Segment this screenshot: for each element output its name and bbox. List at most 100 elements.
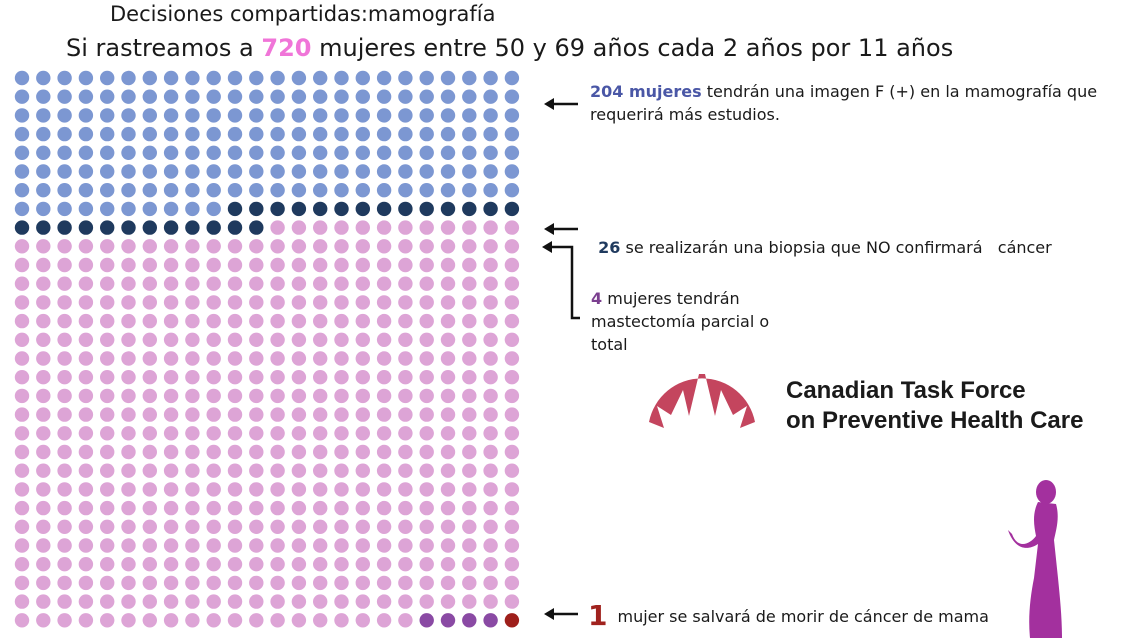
woman-silhouette-icon [1008, 480, 1062, 638]
dot-false_positive [270, 89, 285, 104]
dot-false_positive [355, 70, 370, 86]
dot-false_positive [227, 164, 243, 179]
dot-no_finding [398, 557, 413, 572]
dot-false_positive [121, 183, 136, 198]
dot-no_finding [313, 538, 328, 553]
dot-false_positive [14, 126, 30, 142]
dot-false_positive [78, 201, 94, 217]
dot-no_finding [227, 519, 243, 534]
dot-no_finding [14, 276, 30, 291]
dot-false_positive [291, 108, 307, 123]
dot-no_finding [313, 220, 328, 235]
dot-no_finding [376, 557, 392, 572]
dot-no_finding [291, 257, 307, 273]
dot-no_finding [206, 239, 221, 254]
dot-no_finding [206, 500, 221, 516]
dot-false_positive [14, 108, 30, 123]
annotation-mastectomy-number: 4 [591, 289, 603, 308]
dot-no_finding [121, 594, 136, 609]
dot-no_finding [440, 557, 456, 572]
dot-false_positive [313, 89, 328, 104]
dot-no_finding [100, 426, 115, 441]
dot-no_finding [440, 388, 456, 404]
dot-no_finding [398, 370, 413, 385]
dot-no_finding [440, 351, 456, 366]
dot-no_finding [462, 239, 477, 254]
dot-no_finding [355, 482, 370, 497]
dot-no_finding [227, 370, 243, 385]
dot-no_finding [462, 557, 477, 572]
dot-no_finding [419, 426, 434, 441]
dot-false_positive [398, 183, 413, 198]
dot-no_finding [249, 295, 264, 310]
dot-no_finding [462, 482, 477, 497]
dot-no_finding [355, 295, 370, 310]
dot-no_finding [504, 444, 520, 460]
dot-no_finding [185, 519, 200, 534]
dot-no_finding [440, 463, 456, 478]
dot-no_finding [398, 220, 413, 235]
dot-no_finding [313, 575, 328, 591]
dot-biopsy_no_cancer [100, 220, 115, 235]
dot-no_finding [483, 426, 498, 441]
dot-false_positive [142, 183, 157, 198]
dot-no_finding [121, 332, 136, 347]
dot-no_finding [270, 370, 285, 385]
dot-false_positive [376, 164, 392, 179]
dot-no_finding [398, 239, 413, 254]
dot-no_finding [36, 463, 51, 478]
dot-no_finding [291, 295, 307, 310]
dot-no_finding [334, 426, 349, 441]
dot-no_finding [36, 407, 51, 422]
dot-no_finding [57, 613, 72, 628]
dot-no_finding [14, 351, 30, 366]
dot-no_finding [121, 407, 136, 422]
dot-no_finding [462, 407, 477, 422]
dot-no_finding [57, 295, 72, 310]
dot-false_positive [376, 145, 392, 160]
dot-no_finding [121, 575, 136, 591]
dot-biopsy_no_cancer [313, 201, 328, 217]
dot-no_finding [14, 575, 30, 591]
dot-no_finding [313, 407, 328, 422]
dot-false_positive [376, 89, 392, 104]
dot-no_finding [462, 332, 477, 347]
dot-no_finding [355, 239, 370, 254]
dot-false_positive [313, 108, 328, 123]
annotation-biopsy: 26 se realizarán una biopsia que NO conf… [588, 213, 1052, 259]
dot-no_finding [313, 370, 328, 385]
dot-false_positive [504, 164, 520, 179]
dot-false_positive [100, 126, 115, 142]
dot-false_positive [185, 108, 200, 123]
dot-no_finding [376, 388, 392, 404]
dot-no_finding [270, 407, 285, 422]
dot-no_finding [249, 557, 264, 572]
dot-no_finding [334, 557, 349, 572]
dot-no_finding [462, 388, 477, 404]
dot-no_finding [36, 313, 51, 329]
dot-no_finding [504, 295, 520, 310]
dot-biopsy_no_cancer [504, 201, 520, 217]
dot-no_finding [227, 613, 243, 628]
dot-false_positive [100, 145, 115, 160]
dot-false_positive [398, 145, 413, 160]
dot-no_finding [419, 370, 434, 385]
dot-false_positive [398, 108, 413, 123]
dot-false_positive [185, 89, 200, 104]
dot-no_finding [227, 407, 243, 422]
dot-false_positive [355, 164, 370, 179]
dot-no_finding [36, 332, 51, 347]
dot-no_finding [100, 388, 115, 404]
dot-biopsy_no_cancer [249, 220, 264, 235]
dot-no_finding [57, 575, 72, 591]
dot-false_positive [78, 108, 94, 123]
dot-no_finding [270, 257, 285, 273]
dot-no_finding [355, 332, 370, 347]
dot-no_finding [206, 407, 221, 422]
dot-no_finding [355, 426, 370, 441]
subtitle-prefix: Si rastreamos a [66, 34, 262, 62]
dot-no_finding [36, 370, 51, 385]
dot-no_finding [483, 519, 498, 534]
dot-no_finding [419, 407, 434, 422]
dot-no_finding [419, 500, 434, 516]
